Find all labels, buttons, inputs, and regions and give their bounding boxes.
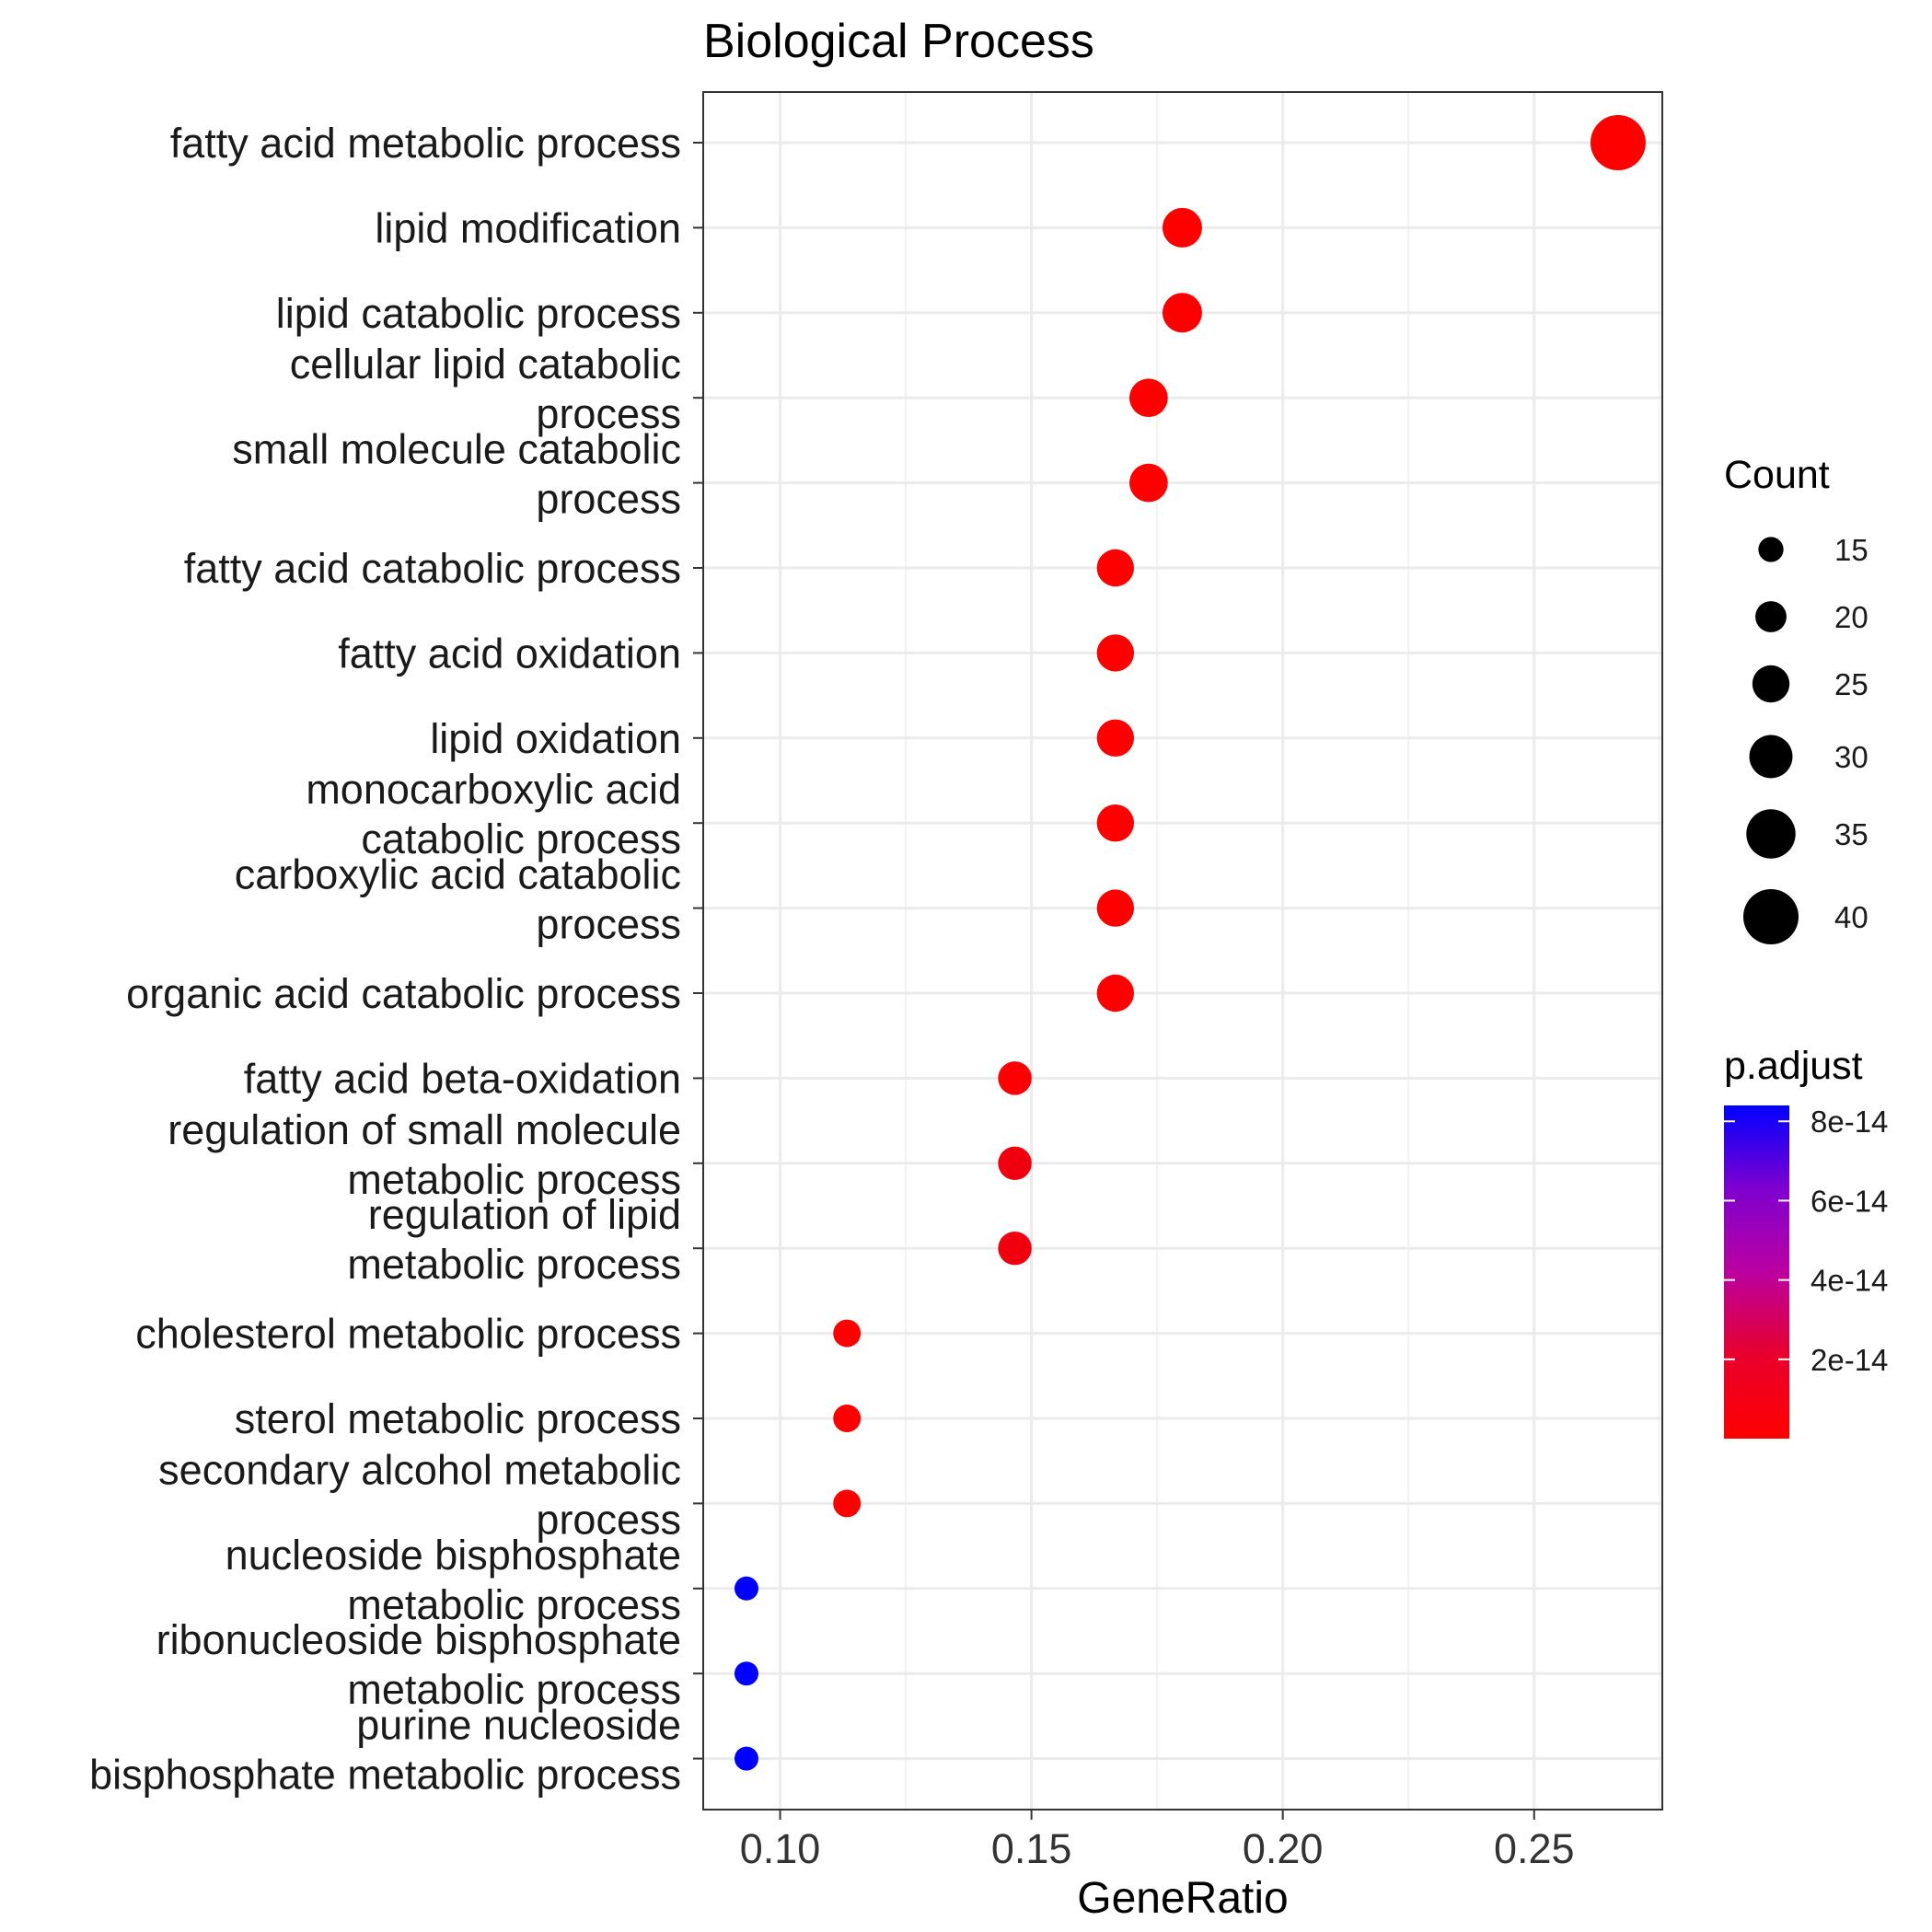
- count-legend-key: [1758, 537, 1784, 562]
- data-point: [734, 1576, 758, 1601]
- count-legend-label: 35: [1834, 817, 1868, 851]
- grid-lines: [703, 92, 1662, 1810]
- y-tick-label: process: [536, 476, 681, 523]
- chart-title: Biological Process: [703, 15, 1094, 68]
- y-tick-label: process: [536, 1496, 681, 1543]
- y-tick-label: process: [536, 901, 681, 948]
- count-legend-key: [1755, 601, 1787, 632]
- y-tick-label: nucleoside bisphosphate: [226, 1532, 681, 1579]
- x-tick-label: 0.25: [1494, 1825, 1575, 1872]
- panel-border: [702, 91, 1663, 1811]
- y-tick-label: small molecule catabolic: [232, 426, 681, 473]
- x-tick-label: 0.20: [1243, 1825, 1324, 1872]
- data-point: [1129, 378, 1168, 418]
- y-tick-label: regulation of small molecule: [168, 1106, 681, 1153]
- count-legend: Count 15 20 25 30 35 40: [1724, 453, 1868, 944]
- x-tick-label: 0.15: [991, 1825, 1072, 1872]
- count-legend-key: [1743, 889, 1799, 944]
- p-adjust-legend-label: 8e-14: [1811, 1105, 1888, 1139]
- y-tick-label: fatty acid oxidation: [338, 630, 681, 677]
- count-legend-label: 30: [1834, 740, 1868, 774]
- y-tick-label: fatty acid metabolic process: [170, 120, 681, 167]
- count-legend-key: [1752, 665, 1790, 703]
- data-point: [833, 1319, 862, 1348]
- y-tick-label: purine nucleoside: [356, 1702, 681, 1749]
- y-tick-label: metabolic process: [347, 1241, 681, 1288]
- panel-background: [703, 92, 1662, 1810]
- data-point: [998, 1061, 1032, 1095]
- data-point: [1096, 549, 1135, 587]
- y-axis-labels: fatty acid metabolic process lipid modifi…: [89, 120, 703, 1799]
- count-legend-label: 15: [1834, 533, 1868, 567]
- data-point: [734, 1661, 758, 1686]
- y-tick-label: lipid modification: [375, 204, 681, 251]
- count-legend-key: [1749, 735, 1793, 779]
- count-legend-title: Count: [1724, 453, 1830, 497]
- y-tick-label: secondary alcohol metabolic: [158, 1446, 681, 1493]
- y-tick-label: regulation of lipid: [368, 1191, 681, 1238]
- data-point: [1590, 115, 1646, 170]
- data-point: [1096, 974, 1135, 1012]
- data-point: [1096, 634, 1135, 672]
- y-tick-label: metabolic process: [347, 1666, 681, 1713]
- data-point: [1129, 463, 1168, 503]
- y-tick-label: lipid oxidation: [430, 715, 681, 762]
- data-point: [734, 1746, 758, 1771]
- y-tick-label: organic acid catabolic process: [126, 970, 681, 1017]
- y-tick-label: lipid catabolic process: [276, 290, 681, 337]
- plot-panel: [703, 92, 1662, 1810]
- data-point: [1096, 804, 1135, 842]
- y-tick-label: ribonucleoside bisphosphate: [156, 1616, 681, 1663]
- y-tick-label: process: [536, 390, 681, 437]
- x-axis: 0.10 0.15 0.20 0.25: [740, 1810, 1575, 1872]
- count-legend-label: 20: [1834, 600, 1868, 634]
- data-point: [1096, 719, 1135, 757]
- count-legend-key: [1746, 809, 1796, 859]
- x-tick-label: 0.10: [740, 1825, 821, 1872]
- data-point: [998, 1231, 1032, 1266]
- p-adjust-colorbar: [1724, 1105, 1789, 1439]
- data-point: [1162, 293, 1202, 333]
- p-adjust-legend-label: 4e-14: [1811, 1264, 1888, 1298]
- p-adjust-legend: p.adjust 2e-14 4e-14 6e-14 8e-14: [1724, 1044, 1888, 1439]
- data-point: [833, 1405, 862, 1432]
- p-adjust-legend-label: 2e-14: [1811, 1343, 1888, 1377]
- y-tick-label: bisphosphate metabolic process: [89, 1752, 681, 1799]
- count-legend-label: 25: [1834, 667, 1868, 701]
- y-tick-label: cholesterol metabolic process: [135, 1311, 681, 1358]
- y-tick-label: catabolic process: [361, 816, 681, 862]
- count-legend-label: 40: [1834, 900, 1868, 934]
- data-point: [998, 1146, 1032, 1181]
- data-points: [734, 115, 1646, 1771]
- y-tick-label: metabolic process: [347, 1156, 681, 1203]
- y-tick-label: cellular lipid catabolic: [290, 341, 681, 388]
- y-tick-label: fatty acid beta-oxidation: [244, 1055, 681, 1102]
- data-point: [1096, 889, 1135, 927]
- p-adjust-legend-label: 6e-14: [1811, 1184, 1888, 1218]
- y-tick-label: carboxylic acid catabolic: [235, 851, 681, 898]
- y-tick-label: fatty acid catabolic process: [184, 545, 681, 592]
- y-tick-label: monocarboxylic acid: [306, 766, 681, 813]
- y-tick-label: metabolic process: [347, 1581, 681, 1628]
- p-adjust-legend-title: p.adjust: [1724, 1044, 1863, 1088]
- data-point: [1162, 207, 1202, 248]
- data-point: [833, 1489, 862, 1518]
- x-axis-title: GeneRatio: [1077, 1874, 1288, 1923]
- y-tick-label: sterol metabolic process: [235, 1395, 681, 1442]
